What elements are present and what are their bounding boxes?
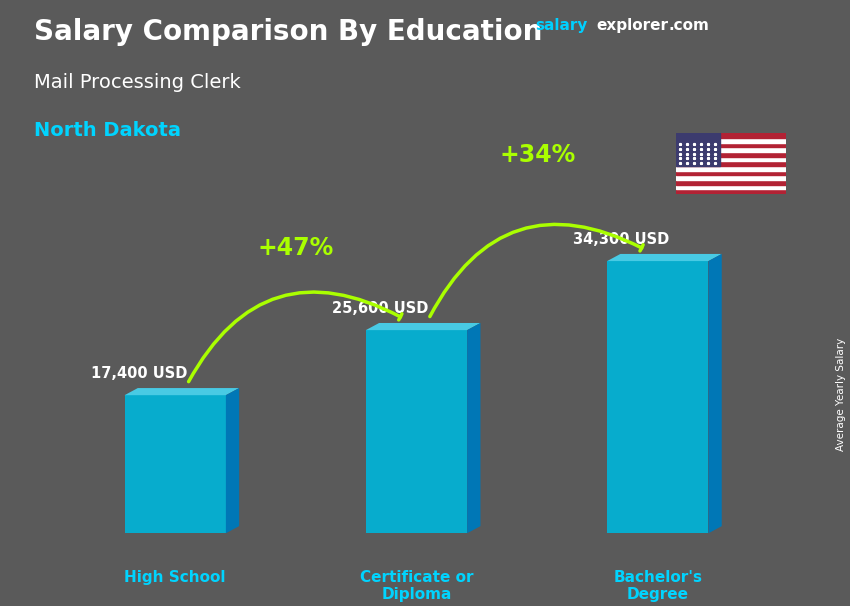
- Text: .com: .com: [669, 18, 710, 33]
- Bar: [676, 133, 786, 138]
- Bar: [676, 189, 786, 194]
- Bar: [676, 138, 786, 142]
- Polygon shape: [708, 254, 722, 533]
- Polygon shape: [607, 261, 708, 533]
- Bar: [676, 175, 786, 180]
- Text: 34,300 USD: 34,300 USD: [574, 232, 670, 247]
- Bar: [676, 166, 786, 171]
- Polygon shape: [366, 323, 480, 330]
- Bar: [676, 147, 786, 152]
- Bar: [676, 152, 786, 156]
- Text: 17,400 USD: 17,400 USD: [91, 366, 187, 381]
- Bar: [676, 142, 786, 147]
- Polygon shape: [468, 323, 480, 533]
- Polygon shape: [125, 395, 226, 533]
- Bar: [676, 156, 786, 161]
- Polygon shape: [607, 254, 722, 261]
- Text: Salary Comparison By Education: Salary Comparison By Education: [34, 18, 542, 46]
- Polygon shape: [125, 388, 239, 395]
- Bar: [676, 171, 786, 175]
- Text: 25,600 USD: 25,600 USD: [332, 301, 428, 316]
- Text: High School: High School: [124, 570, 226, 585]
- Text: +47%: +47%: [258, 236, 334, 260]
- Text: Certificate or
Diploma: Certificate or Diploma: [360, 570, 473, 602]
- Text: Mail Processing Clerk: Mail Processing Clerk: [34, 73, 241, 92]
- Bar: [676, 133, 720, 166]
- Polygon shape: [226, 388, 239, 533]
- Text: Bachelor's
Degree: Bachelor's Degree: [614, 570, 702, 602]
- Bar: [676, 185, 786, 189]
- Text: Average Yearly Salary: Average Yearly Salary: [836, 338, 846, 450]
- Text: explorer: explorer: [597, 18, 669, 33]
- Bar: [676, 161, 786, 166]
- Text: salary: salary: [536, 18, 588, 33]
- Bar: [676, 180, 786, 185]
- Polygon shape: [366, 330, 468, 533]
- Text: North Dakota: North Dakota: [34, 121, 181, 140]
- Text: +34%: +34%: [499, 142, 575, 167]
